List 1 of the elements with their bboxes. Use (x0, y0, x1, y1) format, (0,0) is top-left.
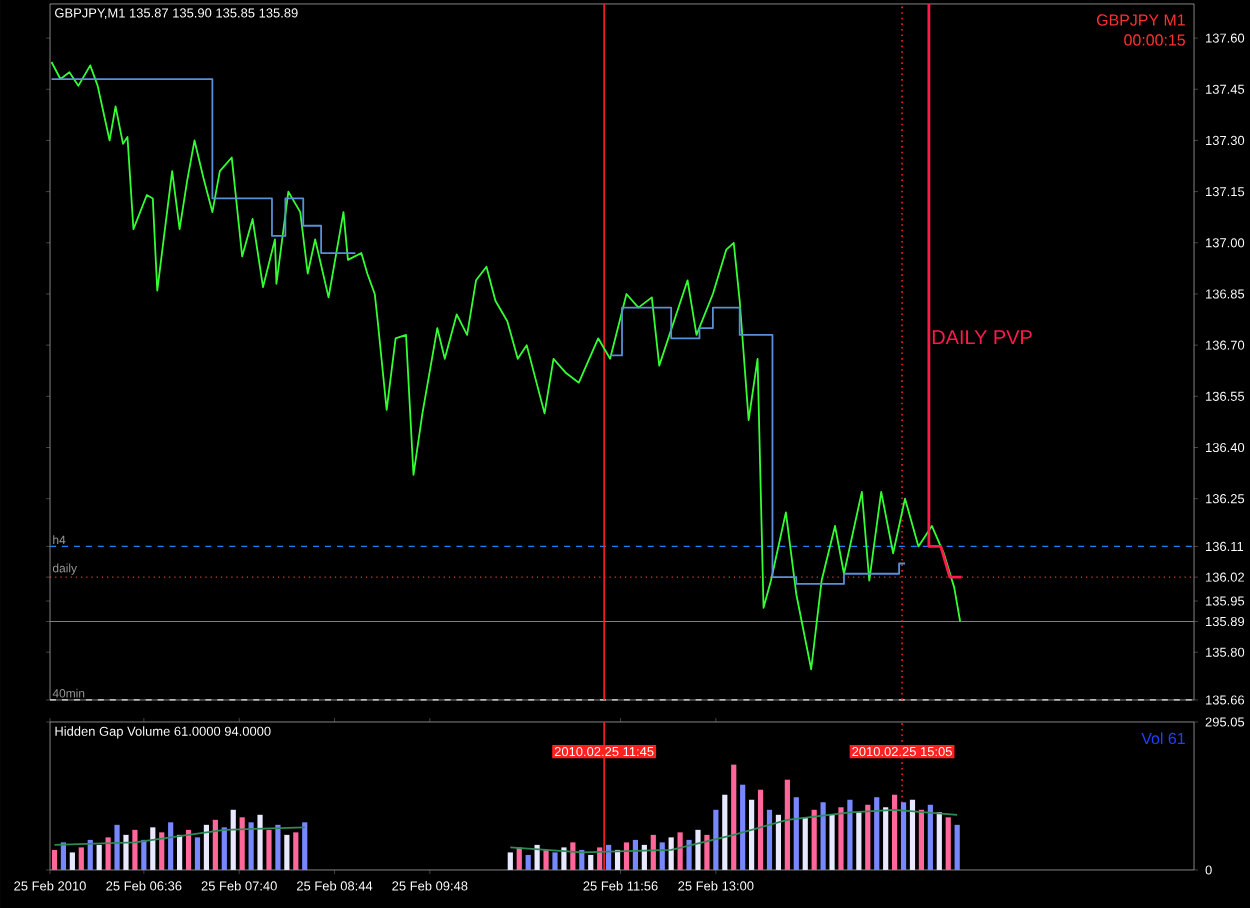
series-label: DAILY PVP (932, 330, 1032, 345)
